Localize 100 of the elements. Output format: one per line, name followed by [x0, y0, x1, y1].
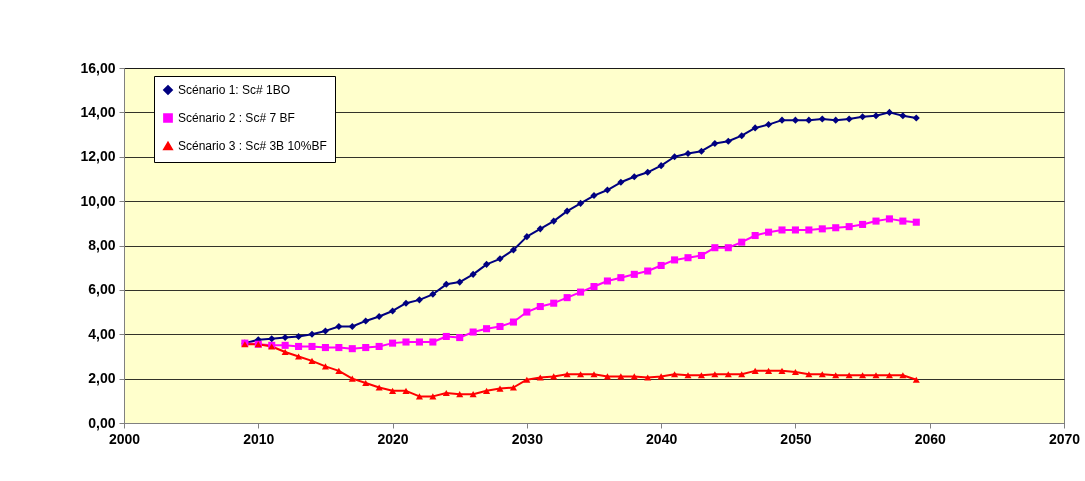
point: [738, 371, 746, 378]
point: [483, 325, 491, 333]
y-tick-label: 2,00: [88, 370, 116, 387]
point: [348, 322, 356, 331]
point: [818, 115, 826, 123]
point: [281, 341, 289, 349]
point: [362, 317, 370, 325]
point: [684, 149, 692, 157]
point: [563, 294, 571, 302]
point: [791, 368, 799, 376]
legend-label: Scénario 1: Sc# 1BO: [178, 83, 291, 97]
point: [590, 371, 598, 378]
y-tick-label: 16,00: [80, 59, 116, 76]
point: [657, 261, 665, 269]
point: [738, 132, 746, 140]
point: [899, 217, 907, 225]
point: [415, 338, 423, 346]
point: [496, 255, 504, 263]
x-tick-label: 2020: [377, 430, 409, 447]
point: [765, 121, 773, 129]
x-tick-label: 2000: [108, 430, 141, 447]
point: [738, 238, 746, 246]
point: [765, 367, 773, 374]
point: [509, 384, 517, 391]
point: [778, 226, 786, 234]
point: [845, 115, 853, 123]
point: [912, 114, 920, 122]
point: [321, 344, 329, 352]
y-tick-label: 4,00: [88, 325, 116, 342]
point: [724, 371, 732, 378]
point: [671, 371, 679, 378]
point: [859, 113, 867, 121]
point: [684, 254, 692, 262]
point: [885, 108, 893, 116]
point: [536, 225, 544, 233]
point: [402, 387, 410, 394]
point: [321, 327, 329, 335]
point: [577, 199, 585, 207]
point: [859, 220, 867, 228]
point: [442, 280, 450, 288]
point: [912, 376, 920, 383]
x-tick-label: 2030: [511, 430, 544, 447]
point: [603, 186, 611, 194]
y-tick-label: 6,00: [88, 281, 116, 298]
point: [442, 389, 450, 397]
point: [899, 112, 907, 120]
point: [657, 162, 665, 170]
point: [402, 299, 410, 307]
legend-label: Scénario 3 : Sc# 3B 10%BF: [178, 139, 327, 153]
point: [496, 385, 504, 392]
point: [281, 348, 289, 356]
point: [644, 168, 652, 176]
point: [711, 244, 719, 252]
point: [671, 153, 679, 161]
point: [375, 342, 383, 350]
point: [295, 332, 303, 340]
point: [644, 267, 652, 275]
point: [523, 233, 531, 241]
point: [751, 124, 759, 132]
x-tick-label: 2060: [914, 430, 946, 447]
point: [590, 192, 598, 200]
point: [375, 312, 383, 321]
point: [697, 251, 705, 260]
point: [765, 228, 773, 236]
point: [523, 308, 531, 316]
point: [362, 380, 370, 387]
point: [577, 288, 585, 296]
point: [469, 391, 477, 398]
point: [711, 139, 719, 147]
point: [402, 338, 410, 346]
point: [711, 371, 719, 378]
point: [335, 367, 343, 374]
y-tick-label: 8,00: [88, 237, 116, 253]
point: [308, 342, 316, 350]
point: [791, 116, 799, 124]
point: [483, 260, 491, 268]
point: [671, 256, 679, 264]
x-tick-label: 2040: [646, 430, 678, 447]
point: [697, 147, 705, 155]
point: [308, 357, 316, 364]
point: [617, 274, 625, 282]
point: [496, 322, 504, 331]
point: [442, 332, 450, 340]
point: [724, 137, 732, 145]
point: [335, 322, 343, 331]
point: [805, 226, 813, 234]
x-tick-label: 2070: [1048, 430, 1081, 447]
point: [805, 371, 813, 378]
legend-label: Scénario 2 : Sc# 7 BF: [178, 111, 295, 125]
point: [630, 173, 638, 181]
y-tick-label: 14,00: [80, 103, 116, 120]
point: [375, 384, 383, 391]
point: [348, 375, 356, 382]
point: [523, 376, 531, 383]
point: [778, 367, 786, 374]
point: [805, 116, 813, 124]
point: [577, 371, 585, 378]
point: [509, 246, 517, 254]
point: [832, 224, 840, 232]
point: [885, 215, 893, 223]
